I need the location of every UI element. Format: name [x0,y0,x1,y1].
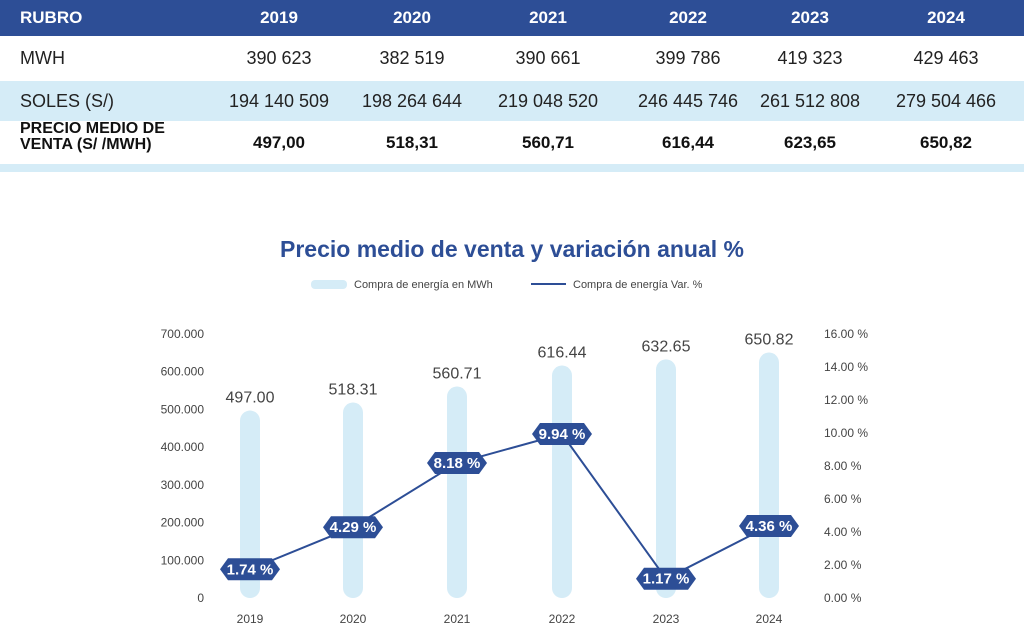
variation-data-label: 4.36 % [746,518,793,535]
variation-marker [427,452,487,475]
bar [343,402,363,598]
table-row-mwh: MWH 390 623 382 519 390 661 399 786 419 … [0,36,1024,81]
y-left-tick-label: 400.000 [161,440,205,454]
bar-data-label: 518.31 [329,382,378,399]
variation-data-label: 1.17 % [643,571,690,588]
y-right-tick-label: 16.00 % [824,327,868,341]
y-right-tick-label: 14.00 % [824,360,868,374]
table-bottom-band [0,164,1024,172]
y-left-tick-label: 100.000 [161,553,205,567]
header-year: 2024 [927,8,965,27]
y-right-tick-label: 6.00 % [824,492,862,506]
header-year: 2023 [791,8,829,27]
header-rubro: RUBRO [20,8,83,27]
header-year: 2021 [529,8,567,27]
y-left-tick-label: 700.000 [161,327,205,341]
bar-data-label: 650.82 [745,332,794,349]
variation-marker [636,567,696,590]
table-cell: 518,31 [386,132,438,152]
row-label: SOLES (S/) [20,90,115,111]
variation-marker [323,516,383,539]
header-year: 2019 [260,8,298,27]
table-cell: 429 463 [913,48,979,68]
bar-data-label: 616.44 [538,345,587,362]
variation-data-label: 1.74 % [227,561,274,578]
y-right-tick-label: 8.00 % [824,459,862,473]
y-left-tick-label: 600.000 [161,365,205,379]
x-tick-label: 2023 [653,612,680,625]
x-tick-label: 2020 [340,612,367,625]
table-cell: 261 512 808 [759,90,861,111]
variation-marker [739,515,799,538]
table-cell: 219 048 520 [497,90,599,111]
variation-marker [220,558,280,581]
y-left-tick-label: 200.000 [161,516,205,530]
bar-data-label: 560.71 [433,366,482,383]
table-cell: 390 623 [246,48,312,68]
legend-label: Compra de energía Var. % [573,279,703,291]
variation-data-label: 4.29 % [330,519,377,536]
bar-data-label: 632.65 [642,338,691,355]
header-year: 2022 [669,8,707,27]
table-cell: 419 323 [777,48,843,68]
x-tick-label: 2022 [549,612,576,625]
y-right-tick-label: 10.00 % [824,426,868,440]
table-cell: 616,44 [662,132,714,152]
header-year: 2020 [393,8,431,27]
row-label: PRECIO MEDIO DE VENTA (S/ /MWH) [20,121,220,164]
bar [552,365,572,598]
table-cell: 623,65 [784,132,836,152]
variation-data-label: 8.18 % [434,455,481,472]
table-cell: 399 786 [655,48,721,68]
row-label: MWH [20,48,65,68]
y-right-tick-label: 12.00 % [824,393,868,407]
row-label-line: PRECIO MEDIO DE [20,120,165,137]
variation-marker [532,422,592,445]
table-cell: 382 519 [379,48,445,68]
bar [759,352,779,598]
bar [656,359,676,598]
y-left-tick-label: 0 [197,591,204,605]
bar-data-label: 497.00 [226,390,275,407]
variation-data-label: 9.94 % [539,426,586,443]
table-cell: 279 504 466 [895,90,997,111]
legend-label: Compra de energía en MWh [354,279,493,291]
chart-title: Precio medio de venta y variación anual … [279,236,744,262]
table-cell: 497,00 [253,132,305,152]
table-cell: 390 661 [515,48,581,68]
x-tick-label: 2024 [756,612,783,625]
table-row-precio-medio: PRECIO MEDIO DE VENTA (S/ /MWH) 497,00 5… [0,121,1024,164]
table-header-row: RUBRO 2019 2020 2021 2022 2023 2024 [0,0,1024,36]
table-cell: 194 140 509 [228,90,330,111]
x-tick-label: 2021 [444,612,471,625]
table-cell: 198 264 644 [361,90,463,111]
y-right-tick-label: 4.00 % [824,525,862,539]
legend-bar-swatch [311,280,347,289]
table-cell: 560,71 [522,132,574,152]
bar [240,410,260,598]
x-tick-label: 2019 [237,612,264,625]
table-row-soles: SOLES (S/) 194 140 509 198 264 644 219 0… [0,81,1024,121]
row-label-line: VENTA (S/ /MWH) [20,136,152,153]
bar [447,386,467,598]
table-cell: 650,82 [920,132,972,152]
y-right-tick-label: 2.00 % [824,558,862,572]
variation-line [249,432,770,580]
table-cell: 246 445 746 [637,90,739,111]
y-right-tick-label: 0.00 % [824,591,862,605]
y-left-tick-label: 500.000 [161,402,205,416]
y-left-tick-label: 300.000 [161,478,205,492]
